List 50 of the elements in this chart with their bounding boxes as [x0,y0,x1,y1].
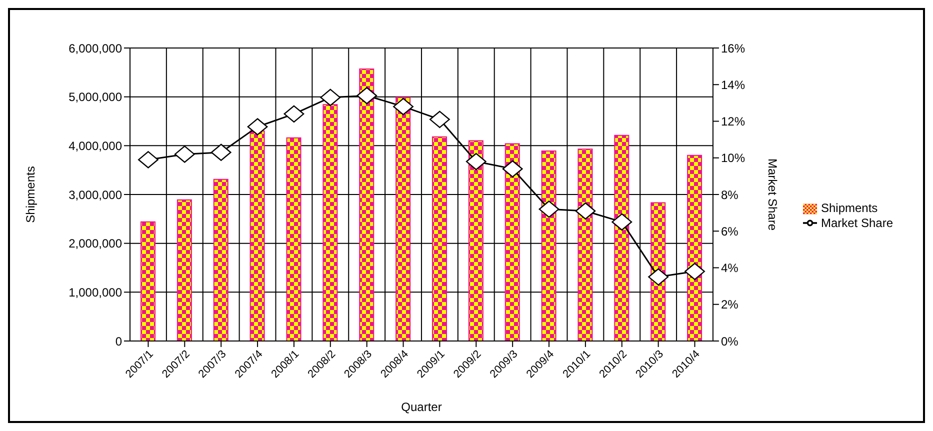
y-tick-label: 1,000,000 [68,285,122,300]
bar [614,134,630,341]
bar [468,140,484,341]
bar [250,130,265,341]
bar [359,68,374,341]
y-tick-label: 2,000,000 [68,236,122,251]
y-tick-label: 6,000,000 [68,41,122,56]
y2-tick-label: 2% [720,298,739,312]
y-tick-label: 3,000,000 [68,188,122,202]
y2-tick-label: 12% [720,114,746,129]
point [648,268,669,286]
x-axis-title: Quarter [401,400,442,414]
y2-tick-label: 16% [720,41,746,56]
y2-tick-label: 8% [720,188,739,202]
legend-label: Shipments [820,200,878,215]
point [393,98,414,116]
bar [176,199,192,341]
point [210,144,232,161]
y-tick-label: 0 [115,334,122,348]
y-tick-label: 5,000,000 [68,90,122,104]
bar [213,178,228,341]
point [684,262,705,280]
y2-tick-label: 14% [720,78,746,92]
bar [322,104,338,341]
point [612,213,632,231]
point [575,202,596,220]
bar [140,221,156,341]
y2-tick-label: 10% [720,151,746,166]
y2-tick-label: 4% [720,261,739,276]
bar [396,96,411,341]
bar [578,148,593,341]
bar [687,154,702,341]
y-axis-title: Shipments [23,166,38,223]
bar [650,202,666,341]
y2-tick-label: 0% [720,334,739,348]
legend-label: Market Share [820,216,893,230]
bar [432,136,447,341]
bar [541,150,556,341]
point [174,146,195,163]
point [320,88,341,106]
point [356,87,378,104]
point [247,118,268,136]
point [466,152,486,170]
y-tick-label: 4,000,000 [68,138,122,153]
y2-axis-title: Market Share [766,158,780,231]
point [538,200,560,218]
bar [504,143,520,341]
point [502,160,523,178]
bar [286,137,302,341]
y2-tick-label: 6% [720,224,739,238]
